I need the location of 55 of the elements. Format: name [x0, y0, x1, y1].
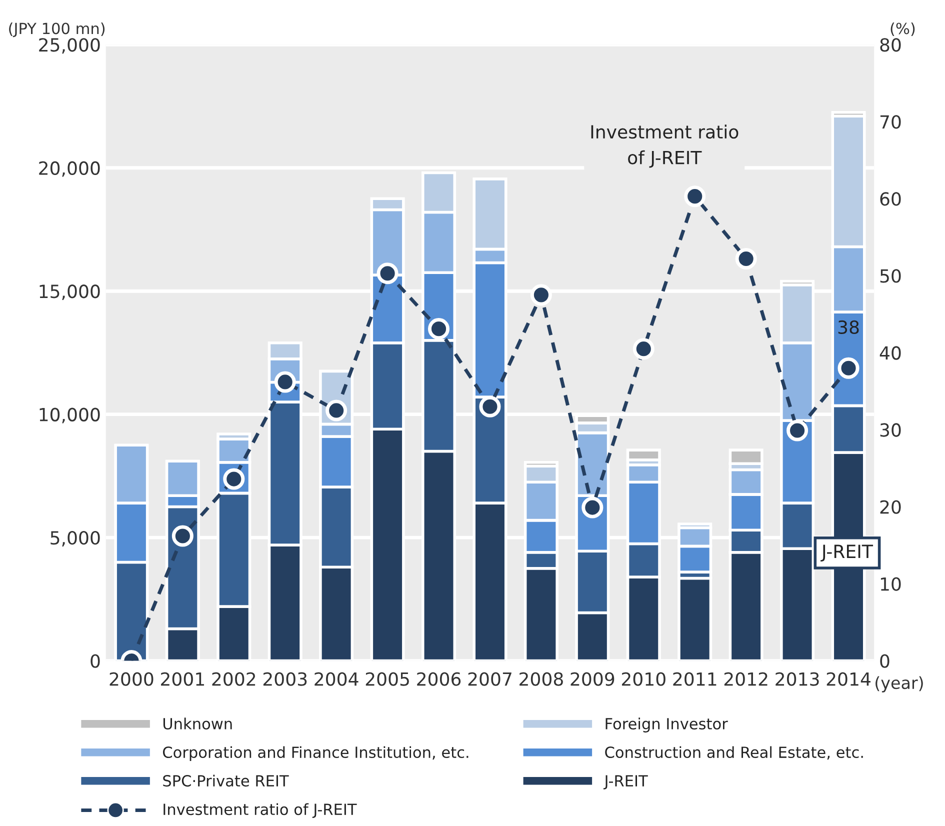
y-axis-title: (JPY 100 mn) [9, 22, 105, 38]
legend-label: Investment ratio of J-REIT [164, 803, 357, 818]
point [582, 496, 604, 518]
legend-label: Corporation and Finance Institution, etc. [163, 746, 468, 762]
legend-label: Unknown [163, 718, 232, 730]
y2-tick-label: 60 [880, 192, 901, 206]
point [172, 525, 194, 547]
point [428, 318, 450, 340]
point [786, 420, 808, 442]
point [530, 284, 552, 306]
y2-tick-label: 40 [880, 346, 901, 360]
legend-label: J-REIT [603, 775, 648, 790]
y2-tick-label: 70 [880, 115, 901, 129]
x-tick-label: 2010 [622, 672, 666, 686]
y2-tick-label: 50 [880, 269, 901, 283]
point [735, 248, 757, 270]
y-tick-label: 25,000 [39, 38, 100, 54]
x-tick-label: 2008 [520, 672, 563, 686]
annotation: J-REIT [820, 544, 874, 562]
y-tick-label: 5,000 [50, 531, 100, 547]
y-tick-label: 15,000 [40, 284, 100, 300]
point [632, 338, 654, 360]
y2-tick-label: 80 [880, 38, 901, 52]
x-tick-label: 2009 [570, 672, 614, 686]
y-tick-label: 20,000 [39, 161, 100, 177]
point [326, 400, 348, 422]
legend-label: Foreign Investor [606, 718, 728, 732]
x-axis-title: (year) [876, 676, 923, 692]
x-tick-label: 2000 [110, 672, 154, 686]
x-tick-label: 2011 [673, 672, 716, 686]
point [376, 262, 398, 284]
point [684, 186, 706, 208]
x-tick-label: 2005 [366, 672, 409, 686]
y2-tick-label: 10 [880, 577, 901, 591]
point [838, 357, 860, 379]
x-tick-label: 2012 [724, 672, 768, 686]
annotation: Investment ratio of J-REIT [591, 124, 738, 168]
x-tick-label: 2014 [826, 672, 870, 686]
x-tick-label: 2004 [314, 672, 358, 686]
y2-tick-label: 30 [880, 423, 901, 437]
x-tick-label: 2001 [161, 672, 204, 686]
point [479, 396, 501, 418]
data-label: 38 [838, 320, 859, 334]
x-tick-label: 2006 [417, 672, 461, 686]
y2-axis-title: (%) [890, 22, 915, 36]
x-tick-label: 2007 [468, 672, 512, 686]
y2-tick-label: 20 [880, 500, 901, 514]
y-tick-label: 0 [90, 654, 100, 668]
legend-label: Construction and Real Estate, etc. [605, 746, 863, 760]
y2-tick-label: 0 [880, 654, 890, 668]
y-tick-label: 10,000 [40, 408, 100, 424]
x-tick-label: 2002 [212, 672, 256, 686]
legend-label: SPC·Private REIT [163, 774, 289, 787]
x-tick-label: 2013 [776, 672, 819, 686]
x-tick-label: 2003 [263, 672, 307, 686]
